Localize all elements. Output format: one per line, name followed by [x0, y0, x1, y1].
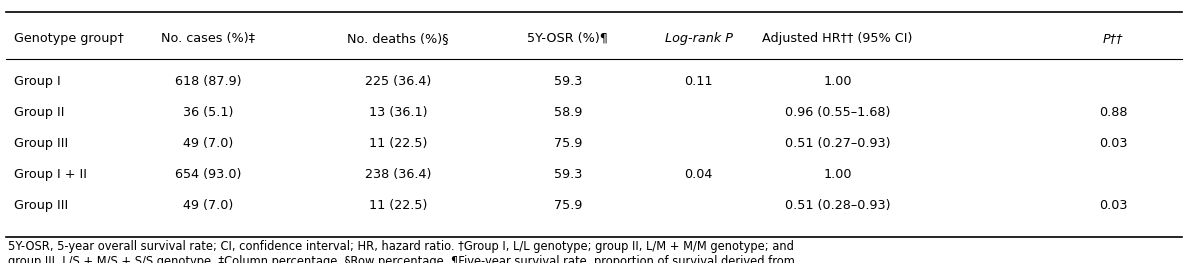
Text: No. deaths (%)§: No. deaths (%)§ — [347, 32, 449, 45]
Text: 0.96 (0.55–1.68): 0.96 (0.55–1.68) — [785, 106, 890, 119]
Text: P††: P†† — [1102, 32, 1124, 45]
Text: Group I: Group I — [14, 75, 61, 88]
Text: 58.9: 58.9 — [554, 106, 582, 119]
Text: 1.00: 1.00 — [823, 75, 852, 88]
Text: Adjusted HR†† (95% CI): Adjusted HR†† (95% CI) — [763, 32, 912, 45]
Text: group III, L/S + M/S + S/S genotype. ‡Column percentage. §Row percentage. ¶Five-: group III, L/S + M/S + S/S genotype. ‡Co… — [8, 255, 795, 263]
Text: 0.51 (0.28–0.93): 0.51 (0.28–0.93) — [785, 199, 890, 212]
Text: 0.11: 0.11 — [684, 75, 713, 88]
Text: Genotype group†: Genotype group† — [14, 32, 124, 45]
Text: 0.88: 0.88 — [1099, 106, 1127, 119]
Text: 11 (22.5): 11 (22.5) — [368, 137, 428, 150]
Text: 0.51 (0.27–0.93): 0.51 (0.27–0.93) — [785, 137, 890, 150]
Text: 59.3: 59.3 — [554, 168, 582, 181]
Text: 75.9: 75.9 — [554, 199, 582, 212]
Text: 49 (7.0): 49 (7.0) — [183, 199, 233, 212]
Text: Group III: Group III — [14, 137, 69, 150]
Text: Group III: Group III — [14, 199, 69, 212]
Text: 13 (36.1): 13 (36.1) — [368, 106, 428, 119]
Text: 59.3: 59.3 — [554, 75, 582, 88]
Text: 36 (5.1): 36 (5.1) — [183, 106, 233, 119]
Text: Group II: Group II — [14, 106, 65, 119]
Text: 5Y-OSR (%)¶: 5Y-OSR (%)¶ — [527, 32, 608, 45]
Text: 225 (36.4): 225 (36.4) — [365, 75, 431, 88]
Text: 0.03: 0.03 — [1099, 137, 1127, 150]
Text: 11 (22.5): 11 (22.5) — [368, 199, 428, 212]
Text: 5Y-OSR, 5-year overall survival rate; CI, confidence interval; HR, hazard ratio.: 5Y-OSR, 5-year overall survival rate; CI… — [8, 240, 795, 253]
Text: 618 (87.9): 618 (87.9) — [175, 75, 241, 88]
Text: 1.00: 1.00 — [823, 168, 852, 181]
Text: 75.9: 75.9 — [554, 137, 582, 150]
Text: No. cases (%)‡: No. cases (%)‡ — [160, 32, 255, 45]
Text: 0.03: 0.03 — [1099, 199, 1127, 212]
Text: 49 (7.0): 49 (7.0) — [183, 137, 233, 150]
Text: Log-rank P: Log-rank P — [664, 32, 733, 45]
Text: 0.04: 0.04 — [684, 168, 713, 181]
Text: 238 (36.4): 238 (36.4) — [365, 168, 431, 181]
Text: 654 (93.0): 654 (93.0) — [175, 168, 241, 181]
Text: Group I + II: Group I + II — [14, 168, 87, 181]
